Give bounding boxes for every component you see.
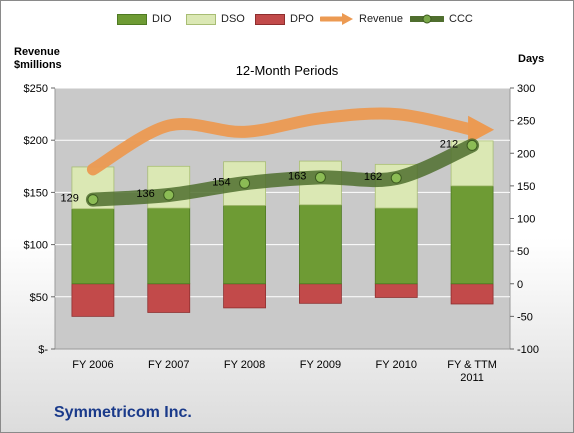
left-axis-title-line1: Revenue [14,46,60,58]
legend-label-ccc: CCC [449,13,473,25]
ccc-data-label: 136 [136,188,154,200]
right-tick-label: 150 [517,181,535,193]
legend-item-dpo: DPO [255,13,314,25]
ccc-point [390,172,402,184]
left-tick-label: $100 [24,240,48,252]
ccc-point [314,171,326,183]
left-tick-label: $250 [24,83,48,95]
category-label: FY & TTM [447,359,497,371]
legend-item-dso: DSO [186,13,245,25]
legend-item-dio: DIO [117,13,172,25]
right-tick-label: 300 [517,83,535,95]
left-tick-label: $150 [24,187,48,199]
ccc-data-label: 212 [440,138,458,150]
right-axis-title: Days [518,53,545,65]
category-label: FY 2007 [148,359,189,371]
left-tick-label: $50 [30,292,48,304]
bar-dio [71,208,115,285]
right-tick-label: -50 [517,311,533,323]
revenue-line [86,107,479,176]
right-tick-label: 200 [517,148,535,160]
ccc-point [163,189,175,201]
bar-dio [450,185,494,285]
legend-item-ccc: CCC [410,13,473,25]
legend-swatch-dpo [255,13,285,25]
ccc-data-label: 162 [364,171,382,183]
category-label: FY 2009 [300,359,341,371]
right-tick-label: 50 [517,246,529,258]
legend-swatch-dso [186,13,216,25]
category-label: FY 2010 [376,359,417,371]
legend-label-dso: DSO [221,13,245,25]
right-tick-label: 100 [517,214,535,226]
left-axis-title: Revenue $millions [14,46,62,72]
legend-swatch-dio [117,13,147,25]
legend-label-revenue: Revenue [359,13,404,25]
right-tick-label: -100 [517,344,539,356]
ccc-line [85,138,480,207]
company-name: Symmetricom Inc. [54,404,192,421]
bar-dpo [450,283,494,305]
bar-dpo [147,283,191,313]
category-label: FY 2006 [72,359,113,371]
bar-dpo [71,283,115,317]
revenue-arrowhead [468,115,495,144]
left-tick-label: $- [38,344,48,356]
bar-dio [299,204,342,285]
legend: DIO DSO DPO Revenue CCC [0,13,574,31]
ccc-point [239,177,251,189]
bar-dpo [374,283,418,298]
chart-title: 12-Month Periods [235,63,339,78]
category-label: 2011 [460,372,484,384]
right-tick-label: 250 [517,116,535,128]
ccc-point [466,139,478,151]
left-axis-title-line2: $millions [14,59,62,71]
ccc-data-label: 154 [212,176,230,188]
bar-dpo [223,283,266,309]
ccc-point [87,194,99,206]
category-label: FY 2008 [224,359,265,371]
bar-dio [147,207,191,285]
right-tick-label: 0 [517,279,523,291]
bar-dpo [299,283,342,304]
bar-dio [374,207,418,285]
legend-swatch-revenue [320,13,354,25]
bar-dio [223,205,266,285]
legend-label-dpo: DPO [290,13,314,25]
legend-swatch-ccc [410,13,444,25]
ccc-data-label: 129 [61,193,79,205]
legend-item-revenue: Revenue [320,13,403,25]
ccc-data-label: 163 [288,170,306,182]
legend-label-dio: DIO [152,13,172,25]
left-tick-label: $200 [24,135,48,147]
